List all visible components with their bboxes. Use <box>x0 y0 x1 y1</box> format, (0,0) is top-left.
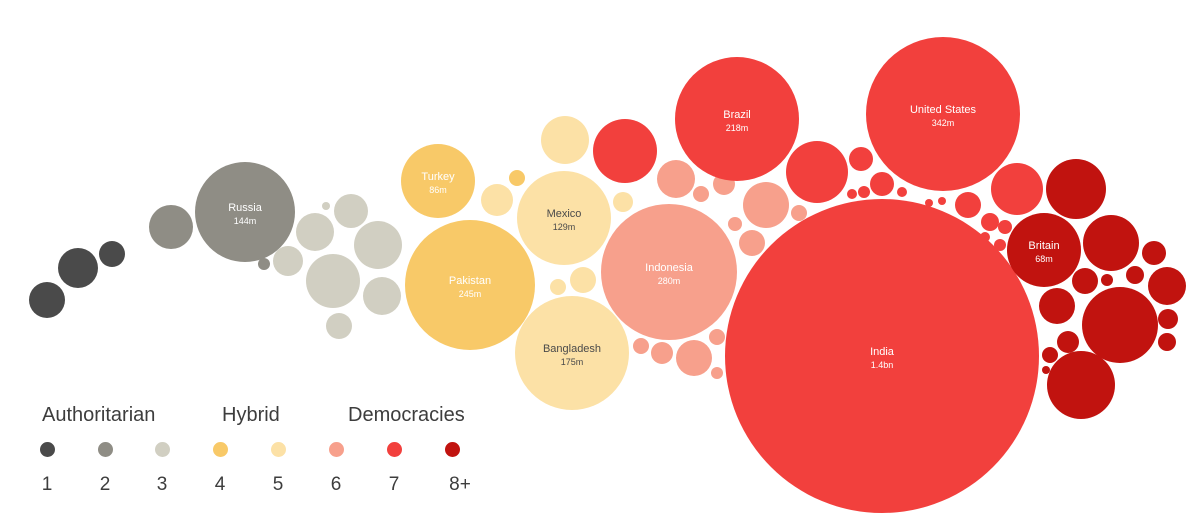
bubble-country-19 <box>613 192 633 212</box>
bubble-label-pakistan: Pakistan <box>449 275 491 287</box>
bubble-country-4 <box>149 205 193 249</box>
bubble-country-52 <box>1126 266 1144 284</box>
bubble-country-55 <box>1039 288 1075 324</box>
bubble-value-mexico: 129m <box>553 222 576 232</box>
bubble-country-27 <box>791 205 807 221</box>
bubble-country-28 <box>633 338 649 354</box>
bubble-country-11 <box>306 254 360 308</box>
bubble-country-38 <box>847 189 857 199</box>
bubble-country-15 <box>541 116 589 164</box>
bubble-country-30 <box>676 340 712 376</box>
bubble-country-37 <box>858 186 870 198</box>
bubble-value-bangladesh: 175m <box>561 357 584 367</box>
bubble-country-58 <box>1158 309 1178 329</box>
bubble-country-35 <box>849 147 873 171</box>
bubble-country-62 <box>1047 351 1115 419</box>
bubble-united-states <box>866 37 1020 191</box>
bubble-country-41 <box>938 197 946 205</box>
bubble-country-49 <box>1083 215 1139 271</box>
bubble-brazil <box>675 57 799 181</box>
bubble-country-20 <box>657 160 695 198</box>
bubble-value-pakistan: 245m <box>459 289 482 299</box>
bubble-value-russia: 144m <box>234 216 257 226</box>
bubble-value-indonesia: 280m <box>658 276 681 286</box>
bubble-country-9 <box>354 221 402 269</box>
bubble-label-united-states: United States <box>910 104 977 116</box>
bubble-country-33 <box>593 119 657 183</box>
bubble-russia <box>195 162 295 262</box>
bubble-country-5 <box>258 258 270 270</box>
bubble-label-bangladesh: Bangladesh <box>543 343 601 355</box>
bubble-country-50 <box>1142 241 1166 265</box>
bubble-country-47 <box>994 239 1006 251</box>
bubble-country-44 <box>981 213 999 231</box>
bubble-country-8 <box>334 194 368 228</box>
bubble-label-britain: Britain <box>1028 240 1059 252</box>
bubble-country-17 <box>570 267 596 293</box>
bubble-country-42 <box>955 192 981 218</box>
bubble-country-59 <box>1158 333 1176 351</box>
bubble-india <box>725 199 1039 513</box>
bubble-country-23 <box>743 182 789 228</box>
bubble-country-16 <box>481 184 513 216</box>
bubble-country-29 <box>651 342 673 364</box>
bubble-country-36 <box>870 172 894 196</box>
bubble-country-13 <box>326 313 352 339</box>
bubble-country-48 <box>1046 159 1106 219</box>
bubble-country-10 <box>273 246 303 276</box>
bubble-pakistan <box>405 220 535 350</box>
bubble-country-45 <box>998 220 1012 234</box>
bubble-label-india: India <box>870 346 895 358</box>
bubble-britain <box>1007 213 1081 287</box>
bubble-value-india: 1.4bn <box>871 360 894 370</box>
bubble-country-61 <box>1042 366 1050 374</box>
bubble-indonesia <box>601 204 737 340</box>
bubble-label-mexico: Mexico <box>547 208 582 220</box>
bubble-country-31 <box>711 367 723 379</box>
bubble-country-3 <box>99 241 125 267</box>
bubble-country-25 <box>739 230 765 256</box>
bubble-country-54 <box>1072 268 1098 294</box>
bubble-country-32 <box>709 329 725 345</box>
bubble-country-2 <box>58 248 98 288</box>
bubble-country-39 <box>897 187 907 197</box>
bubble-label-indonesia: Indonesia <box>645 262 694 274</box>
bubble-country-24 <box>728 217 742 231</box>
bubble-label-russia: Russia <box>228 202 263 214</box>
bubble-label-brazil: Brazil <box>723 109 751 121</box>
bubble-country-40 <box>925 199 933 207</box>
bubble-value-brazil: 218m <box>726 123 749 133</box>
bubble-country-7 <box>296 213 334 251</box>
bubble-country-12 <box>363 277 401 315</box>
bubble-country-51 <box>1148 267 1186 305</box>
bubble-country-6 <box>322 202 330 210</box>
bubble-value-britain: 68m <box>1035 254 1053 264</box>
bubble-country-21 <box>693 186 709 202</box>
bubble-country-60 <box>1042 347 1058 363</box>
bubble-mexico <box>517 171 611 265</box>
bubble-turkey <box>401 144 475 218</box>
bubble-value-turkey: 86m <box>429 185 447 195</box>
bubble-country-43 <box>991 163 1043 215</box>
bubble-country-14 <box>509 170 525 186</box>
bubble-country-18 <box>550 279 566 295</box>
bubble-country-1 <box>29 282 65 318</box>
bubble-label-turkey: Turkey <box>421 171 455 183</box>
bubble-country-34 <box>786 141 848 203</box>
bubble-bangladesh <box>515 296 629 410</box>
bubble-country-57 <box>1057 331 1079 353</box>
bubble-country-53 <box>1101 274 1113 286</box>
bubble-country-56 <box>1082 287 1158 363</box>
bubble-value-united-states: 342m <box>932 118 955 128</box>
